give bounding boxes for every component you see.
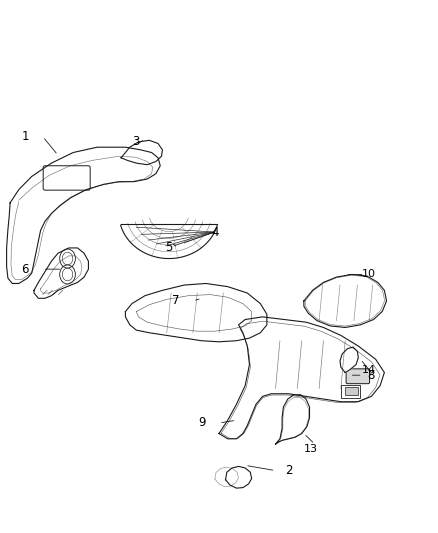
Text: 8: 8	[367, 369, 375, 382]
Text: 6: 6	[21, 263, 29, 276]
Text: 10: 10	[362, 270, 376, 279]
FancyBboxPatch shape	[346, 369, 370, 384]
Text: 9: 9	[198, 416, 205, 430]
Polygon shape	[340, 347, 358, 373]
Polygon shape	[121, 140, 162, 165]
Text: 7: 7	[172, 294, 179, 308]
Bar	[341, 385, 360, 398]
Polygon shape	[226, 466, 252, 488]
Text: 5: 5	[165, 241, 173, 254]
Polygon shape	[34, 248, 88, 298]
Text: 3: 3	[133, 135, 140, 148]
Polygon shape	[125, 284, 267, 342]
Polygon shape	[219, 317, 385, 439]
Polygon shape	[304, 274, 387, 327]
Text: 2: 2	[285, 464, 293, 477]
Polygon shape	[7, 147, 160, 284]
Text: 14: 14	[362, 365, 376, 375]
Text: 1: 1	[21, 130, 29, 143]
Text: 13: 13	[304, 445, 318, 455]
Text: 4: 4	[211, 225, 219, 239]
Polygon shape	[276, 395, 310, 444]
Polygon shape	[120, 215, 217, 259]
Bar	[345, 387, 358, 395]
FancyBboxPatch shape	[43, 166, 90, 190]
